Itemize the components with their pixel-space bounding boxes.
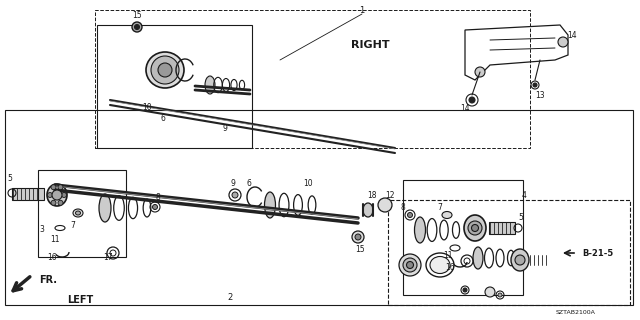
- Text: 14: 14: [460, 103, 470, 113]
- Ellipse shape: [403, 258, 417, 272]
- Ellipse shape: [515, 255, 525, 265]
- Circle shape: [475, 67, 485, 77]
- Ellipse shape: [511, 249, 529, 271]
- Circle shape: [558, 37, 568, 47]
- Ellipse shape: [205, 76, 215, 94]
- Text: FR.: FR.: [39, 275, 57, 285]
- Text: 18: 18: [367, 191, 377, 201]
- Ellipse shape: [406, 261, 413, 268]
- Ellipse shape: [264, 192, 275, 218]
- Circle shape: [58, 200, 63, 205]
- Text: 17: 17: [103, 253, 113, 262]
- Bar: [38, 170, 126, 257]
- Text: 6: 6: [246, 179, 252, 188]
- Text: 11: 11: [444, 252, 452, 260]
- Ellipse shape: [47, 184, 67, 206]
- Text: 11: 11: [51, 236, 60, 244]
- Ellipse shape: [158, 63, 172, 77]
- Bar: [403, 180, 523, 295]
- Text: 6: 6: [161, 114, 165, 123]
- Text: 10: 10: [142, 102, 152, 111]
- Text: 5: 5: [518, 213, 524, 222]
- Text: 10: 10: [303, 179, 313, 188]
- Text: 16: 16: [47, 253, 57, 262]
- Text: 7: 7: [438, 203, 442, 212]
- Ellipse shape: [430, 257, 450, 274]
- Circle shape: [51, 200, 56, 205]
- Circle shape: [51, 185, 56, 190]
- Text: 9: 9: [223, 124, 227, 132]
- Text: 2: 2: [227, 293, 232, 302]
- Bar: [97, 25, 252, 148]
- Text: 8: 8: [401, 203, 405, 212]
- Text: 13: 13: [535, 91, 545, 100]
- Circle shape: [52, 190, 62, 200]
- Text: RIGHT: RIGHT: [351, 40, 389, 50]
- Text: 9: 9: [230, 179, 236, 188]
- Circle shape: [47, 193, 52, 197]
- Text: 15: 15: [132, 11, 142, 20]
- Bar: [95, 10, 530, 148]
- Bar: [489, 222, 515, 234]
- Circle shape: [152, 204, 157, 210]
- Ellipse shape: [473, 247, 483, 269]
- Bar: [5, 110, 633, 305]
- Circle shape: [58, 185, 63, 190]
- Text: 5: 5: [8, 173, 12, 182]
- Circle shape: [498, 293, 502, 297]
- Text: 14: 14: [567, 30, 577, 39]
- Text: 12: 12: [385, 191, 395, 201]
- Ellipse shape: [76, 211, 81, 215]
- Text: LEFT: LEFT: [67, 295, 93, 305]
- Ellipse shape: [363, 203, 373, 217]
- Text: 4: 4: [522, 191, 527, 201]
- Bar: [388, 200, 630, 305]
- Text: 7: 7: [70, 220, 76, 229]
- Text: 8: 8: [156, 193, 161, 202]
- Ellipse shape: [464, 215, 486, 241]
- Text: 15: 15: [355, 245, 365, 254]
- Ellipse shape: [151, 56, 179, 84]
- Circle shape: [408, 212, 413, 218]
- Circle shape: [134, 25, 140, 29]
- Ellipse shape: [399, 254, 421, 276]
- Ellipse shape: [442, 212, 452, 219]
- Circle shape: [469, 97, 475, 103]
- Ellipse shape: [472, 225, 479, 231]
- Ellipse shape: [468, 221, 482, 235]
- Ellipse shape: [99, 194, 111, 222]
- Circle shape: [61, 193, 67, 197]
- Text: 16: 16: [445, 263, 455, 273]
- Circle shape: [232, 192, 238, 198]
- Circle shape: [378, 198, 392, 212]
- Ellipse shape: [415, 217, 426, 243]
- Ellipse shape: [73, 209, 83, 217]
- Text: 3: 3: [40, 226, 44, 235]
- Text: 1: 1: [360, 5, 365, 14]
- Circle shape: [533, 83, 537, 87]
- Bar: [12, 188, 44, 200]
- Circle shape: [352, 231, 364, 243]
- Circle shape: [132, 22, 142, 32]
- Circle shape: [463, 288, 467, 292]
- Ellipse shape: [146, 52, 184, 88]
- Text: SZTAB2100A: SZTAB2100A: [555, 309, 595, 315]
- Text: B-21-5: B-21-5: [582, 249, 614, 258]
- Circle shape: [485, 287, 495, 297]
- Circle shape: [355, 234, 361, 240]
